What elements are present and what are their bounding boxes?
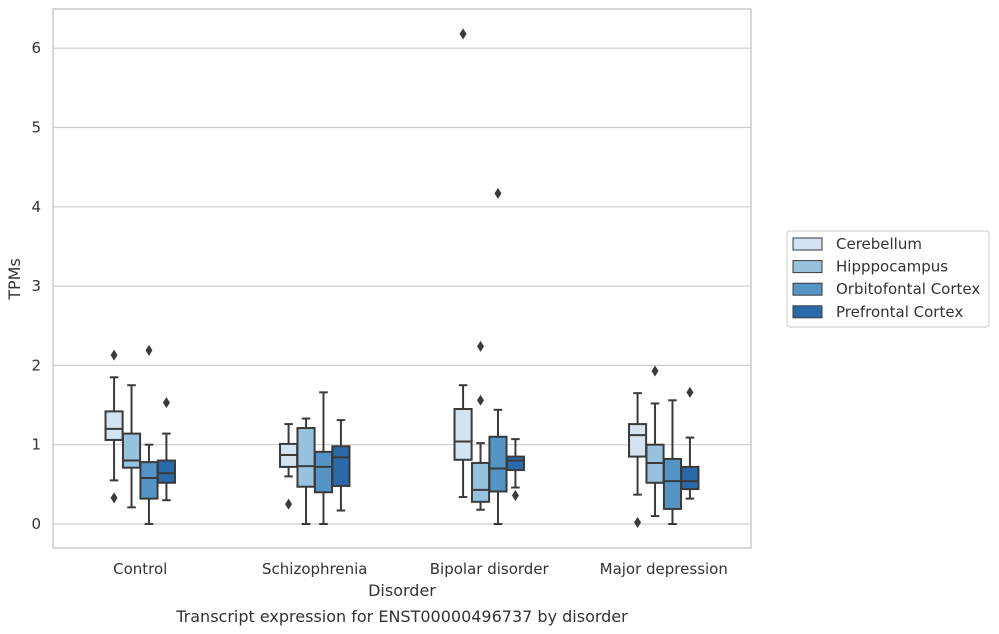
legend-swatch — [792, 237, 823, 251]
y-tick-labels: 0 1 2 3 4 5 6 — [31, 39, 41, 533]
box-1-3 — [645, 365, 665, 518]
y-tick-label: 2 — [31, 356, 41, 374]
outlier-point — [686, 386, 694, 398]
legend-label: Cerebellum — [836, 235, 922, 253]
outlier-point — [162, 397, 170, 409]
outlier-point — [651, 365, 659, 377]
box-iqr — [662, 457, 683, 510]
y-tick-label: 0 — [31, 515, 41, 533]
x-tick-label: Control — [113, 560, 167, 578]
box-1-0 — [121, 384, 142, 509]
box-2-0 — [139, 344, 159, 525]
legend-label: Orbitofontal Cortex — [836, 280, 980, 298]
outlier-point — [494, 187, 502, 199]
box-0-0 — [104, 349, 124, 504]
box-3-2 — [505, 438, 525, 501]
legend-label: Prefrontal Cortex — [836, 303, 963, 321]
x-tick-labels: Control Schizophrenia Bipolar disorder Majo… — [113, 560, 728, 578]
box-iqr — [628, 423, 648, 458]
box-2-2 — [488, 187, 508, 525]
box-2-1 — [313, 391, 334, 525]
outlier-point — [145, 344, 153, 356]
outlier-point — [477, 340, 485, 352]
outlier-point — [110, 492, 118, 504]
box-iqr — [453, 408, 473, 461]
box-iqr — [139, 461, 159, 500]
box-plot-marks — [104, 28, 700, 528]
grid-lines — [53, 47, 751, 525]
outlier-point — [459, 28, 467, 40]
x-tick-label: Bipolar disorder — [430, 560, 550, 578]
box-iqr — [296, 427, 316, 488]
box-2-3 — [662, 399, 683, 525]
legend-swatch — [792, 305, 823, 319]
box-iqr — [331, 445, 351, 487]
box-0-3 — [628, 392, 648, 528]
y-tick-label: 6 — [31, 39, 41, 57]
box-iqr — [121, 432, 142, 469]
box-0-2 — [453, 28, 473, 499]
outlier-point — [477, 394, 485, 406]
x-tick-label: Major depression — [600, 560, 728, 578]
outlier-point — [634, 516, 642, 528]
outlier-point — [511, 489, 519, 501]
box-iqr — [104, 410, 124, 441]
y-tick-label: 3 — [31, 277, 41, 295]
y-axis-label: TPMs — [5, 258, 24, 301]
legend-frame — [786, 230, 990, 328]
box-0-1 — [279, 423, 299, 510]
box-3-1 — [331, 419, 351, 512]
box-iqr — [488, 435, 508, 493]
outlier-point — [110, 349, 118, 361]
legend-swatch — [792, 260, 823, 274]
box-3-0 — [156, 397, 176, 502]
box-3-3 — [680, 386, 700, 500]
x-axis-label: Disorder — [368, 581, 436, 600]
y-tick-label: 5 — [31, 119, 41, 137]
box-1-2 — [470, 340, 491, 511]
x-tick-label: Schizophrenia — [262, 560, 367, 578]
box-iqr — [156, 459, 176, 484]
legend: Cerebellum Hipppocampus Orbitofontal Corte… — [786, 230, 990, 328]
y-tick-label: 1 — [31, 436, 41, 454]
box-iqr — [470, 461, 491, 503]
y-tick-label: 4 — [31, 198, 41, 216]
plot-frame — [52, 8, 752, 549]
legend-label: Hipppocampus — [836, 258, 948, 276]
legend-swatch — [792, 282, 823, 296]
chart-title: Transcript expression for ENST0000049673… — [175, 607, 628, 626]
box-iqr — [313, 450, 334, 494]
outlier-point — [285, 498, 293, 510]
box-iqr — [505, 455, 525, 472]
box-1-1 — [296, 417, 316, 525]
box-iqr — [680, 465, 700, 491]
